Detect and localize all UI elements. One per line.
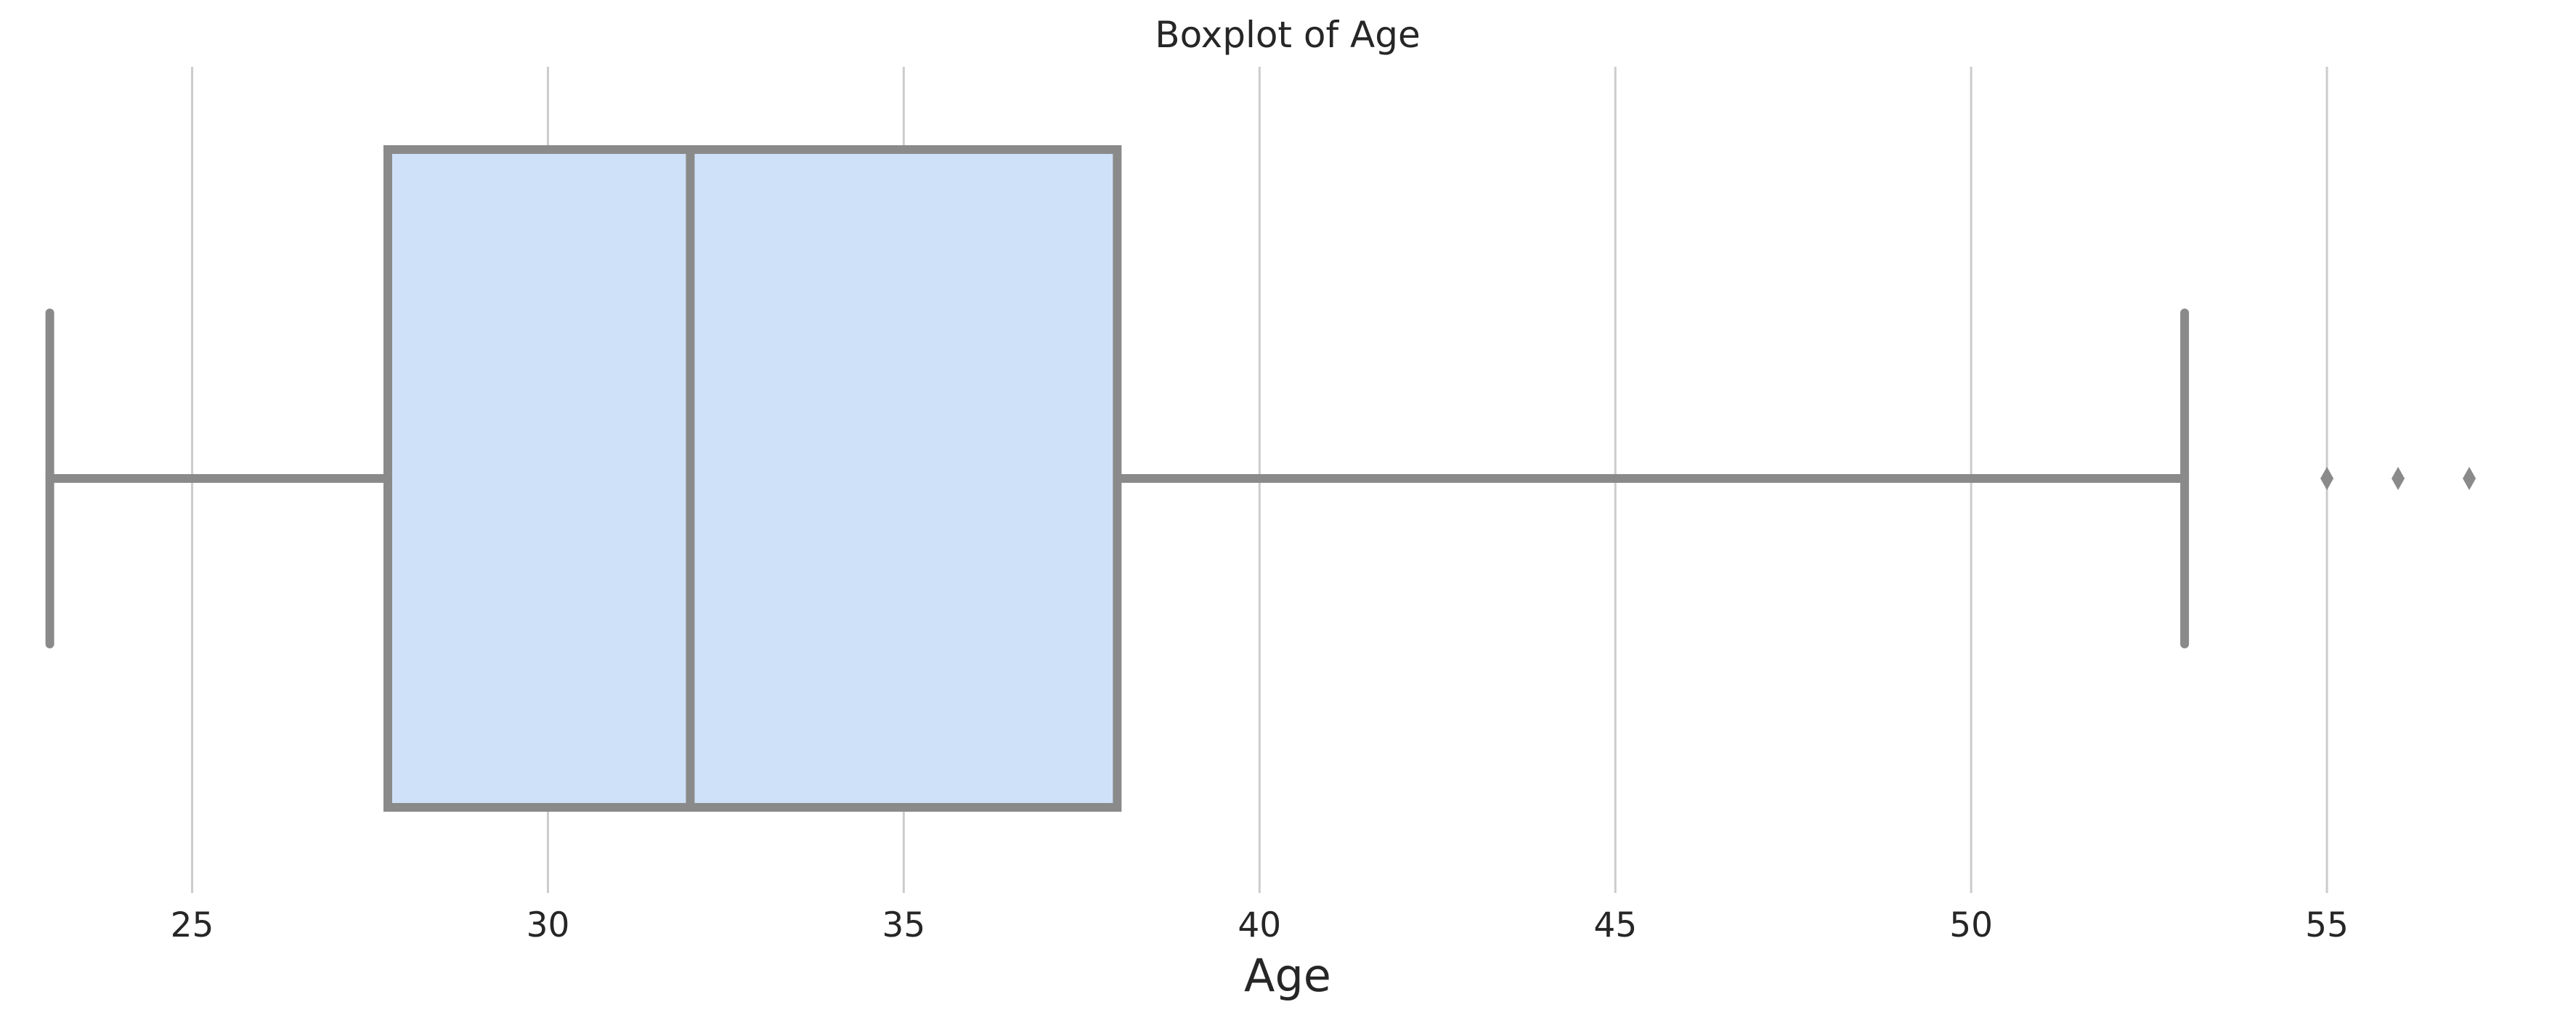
x-tick-label-40: 40 [1238,905,1281,945]
x-tick-label-50: 50 [1949,905,1993,945]
x-tick-label-45: 45 [1593,905,1637,945]
x-tick-label-30: 30 [527,905,570,945]
outlier-point-55 [2320,467,2334,490]
x-tick-labels: 25 30 35 40 45 50 55 [171,905,2349,945]
box-plot-marks [45,145,2477,812]
iqr-box [383,145,1122,812]
outlier-point-56 [2392,467,2405,490]
x-tick-label-35: 35 [882,905,925,945]
x-tick-label-55: 55 [2305,905,2349,945]
outlier-point-57 [2463,467,2477,490]
chart-title: Boxplot of Age [1155,14,1420,56]
x-axis-label: Age [1244,949,1331,1002]
x-tick-label-25: 25 [171,905,214,945]
